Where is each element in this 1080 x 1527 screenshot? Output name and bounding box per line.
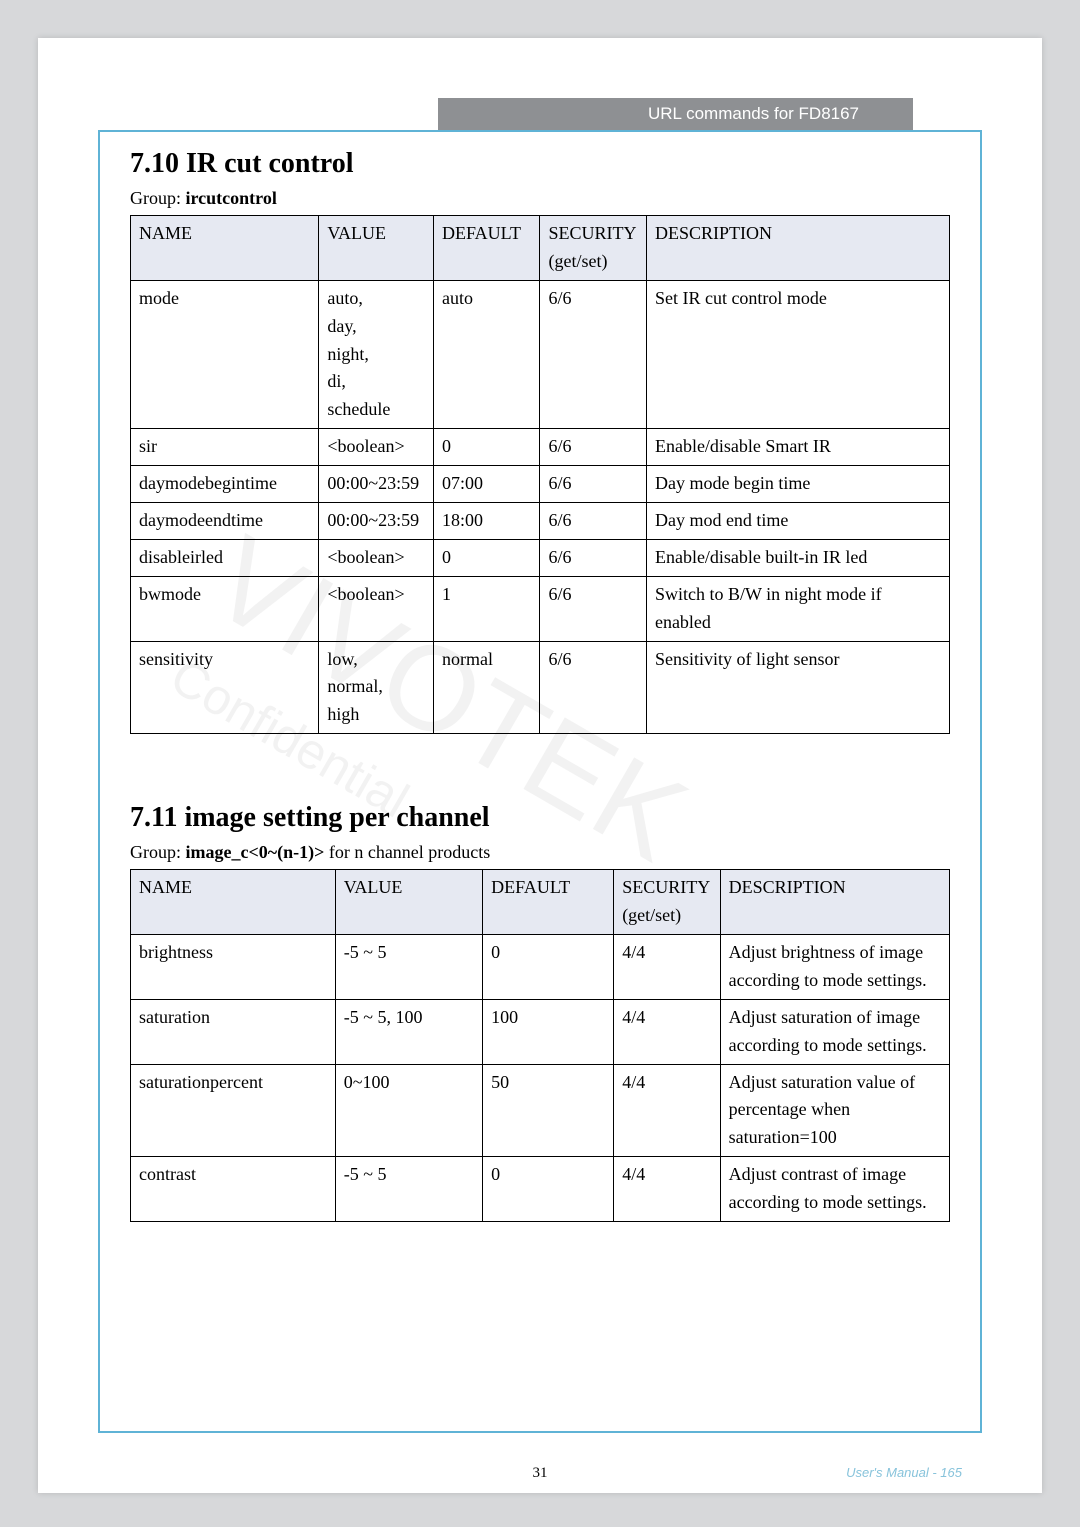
cell-value: -5 ~ 5 <box>335 935 482 1000</box>
cell-security: 4/4 <box>614 1157 720 1222</box>
col-description: DESCRIPTION <box>646 216 949 281</box>
section-heading: 7.10 IR cut control <box>130 148 950 180</box>
table-row: brightness-5 ~ 504/4Adjust brightness of… <box>131 935 950 1000</box>
group-label: Group: <box>130 842 181 862</box>
col-security: SECURITY(get/set) <box>540 216 646 281</box>
cell-description: Adjust saturation value of percentage wh… <box>720 1064 949 1157</box>
cell-name: bwmode <box>131 576 319 641</box>
table-row: modeauto,day,night,di,scheduleauto6/6Set… <box>131 280 950 428</box>
cell-value: 00:00~23:59 <box>319 503 434 540</box>
table-row: daymodebegintime00:00~23:5907:006/6Day m… <box>131 466 950 503</box>
cell-security: 6/6 <box>540 641 646 734</box>
cell-name: mode <box>131 280 319 428</box>
table-row: saturation-5 ~ 5, 1001004/4Adjust satura… <box>131 999 950 1064</box>
cell-value: <boolean> <box>319 576 434 641</box>
cell-security: 4/4 <box>614 999 720 1064</box>
group-name: ircutcontrol <box>186 188 277 208</box>
cell-default: auto <box>434 280 540 428</box>
table-header-row: NAME VALUE DEFAULT SECURITY(get/set) DES… <box>131 870 950 935</box>
cell-default: 18:00 <box>434 503 540 540</box>
cell-security: 6/6 <box>540 539 646 576</box>
table-header-row: NAME VALUE DEFAULT SECURITY(get/set) DES… <box>131 216 950 281</box>
cell-default: 100 <box>483 999 614 1064</box>
cell-value: <boolean> <box>319 539 434 576</box>
col-value: VALUE <box>319 216 434 281</box>
cell-value: 00:00~23:59 <box>319 466 434 503</box>
cell-default: 0 <box>483 1157 614 1222</box>
cell-default: normal <box>434 641 540 734</box>
cell-default: 0 <box>434 539 540 576</box>
cell-description: Day mod end time <box>646 503 949 540</box>
page: URL commands for FD8167 VIVOTEK Confiden… <box>38 38 1042 1493</box>
cell-name: disableirled <box>131 539 319 576</box>
cell-security: 4/4 <box>614 1064 720 1157</box>
cell-value: low,normal,high <box>319 641 434 734</box>
cell-name: saturation <box>131 999 336 1064</box>
group-name: image_c<0~(n-1)> <box>186 842 325 862</box>
cell-default: 07:00 <box>434 466 540 503</box>
group-line: Group: ircutcontrol <box>130 188 950 209</box>
header-bar: URL commands for FD8167 <box>438 98 913 130</box>
group-line: Group: image_c<0~(n-1)> for n channel pr… <box>130 842 950 863</box>
cell-security: 6/6 <box>540 466 646 503</box>
cell-default: 50 <box>483 1064 614 1157</box>
cell-value: <boolean> <box>319 429 434 466</box>
col-name: NAME <box>131 870 336 935</box>
cell-description: Switch to B/W in night mode if enabled <box>646 576 949 641</box>
table-row: sensitivitylow,normal,highnormal6/6Sensi… <box>131 641 950 734</box>
ircutcontrol-table: NAME VALUE DEFAULT SECURITY(get/set) DES… <box>130 215 950 734</box>
cell-name: brightness <box>131 935 336 1000</box>
content: 7.10 IR cut control Group: ircutcontrol … <box>130 148 950 1262</box>
cell-security: 6/6 <box>540 280 646 428</box>
cell-default: 0 <box>483 935 614 1000</box>
col-description: DESCRIPTION <box>720 870 949 935</box>
cell-description: Adjust saturation of image according to … <box>720 999 949 1064</box>
col-value: VALUE <box>335 870 482 935</box>
cell-description: Enable/disable built-in IR led <box>646 539 949 576</box>
col-security: SECURITY(get/set) <box>614 870 720 935</box>
cell-security: 6/6 <box>540 503 646 540</box>
table-row: saturationpercent0~100504/4Adjust satura… <box>131 1064 950 1157</box>
page-number-right: User's Manual - 165 <box>846 1465 962 1480</box>
cell-name: sir <box>131 429 319 466</box>
cell-security: 6/6 <box>540 576 646 641</box>
cell-value: 0~100 <box>335 1064 482 1157</box>
group-label: Group: <box>130 188 181 208</box>
cell-description: Adjust contrast of image according to mo… <box>720 1157 949 1222</box>
table-row: disableirled<boolean>06/6Enable/disable … <box>131 539 950 576</box>
cell-name: sensitivity <box>131 641 319 734</box>
group-suffix: for n channel products <box>324 842 490 862</box>
cell-name: saturationpercent <box>131 1064 336 1157</box>
cell-description: Adjust brightness of image according to … <box>720 935 949 1000</box>
table-row: contrast-5 ~ 504/4Adjust contrast of ima… <box>131 1157 950 1222</box>
col-name: NAME <box>131 216 319 281</box>
image-setting-table: NAME VALUE DEFAULT SECURITY(get/set) DES… <box>130 869 950 1222</box>
header-title: URL commands for FD8167 <box>648 104 859 123</box>
table-row: sir<boolean>06/6Enable/disable Smart IR <box>131 429 950 466</box>
cell-description: Set IR cut control mode <box>646 280 949 428</box>
cell-description: Day mode begin time <box>646 466 949 503</box>
cell-default: 0 <box>434 429 540 466</box>
cell-value: auto,day,night,di,schedule <box>319 280 434 428</box>
table-row: daymodeendtime00:00~23:5918:006/6Day mod… <box>131 503 950 540</box>
cell-description: Enable/disable Smart IR <box>646 429 949 466</box>
col-default: DEFAULT <box>483 870 614 935</box>
cell-name: daymodeendtime <box>131 503 319 540</box>
cell-description: Sensitivity of light sensor <box>646 641 949 734</box>
cell-default: 1 <box>434 576 540 641</box>
cell-security: 4/4 <box>614 935 720 1000</box>
cell-value: -5 ~ 5 <box>335 1157 482 1222</box>
col-default: DEFAULT <box>434 216 540 281</box>
cell-value: -5 ~ 5, 100 <box>335 999 482 1064</box>
cell-security: 6/6 <box>540 429 646 466</box>
table-row: bwmode<boolean>16/6Switch to B/W in nigh… <box>131 576 950 641</box>
cell-name: daymodebegintime <box>131 466 319 503</box>
cell-name: contrast <box>131 1157 336 1222</box>
section-heading: 7.11 image setting per channel <box>130 802 950 834</box>
